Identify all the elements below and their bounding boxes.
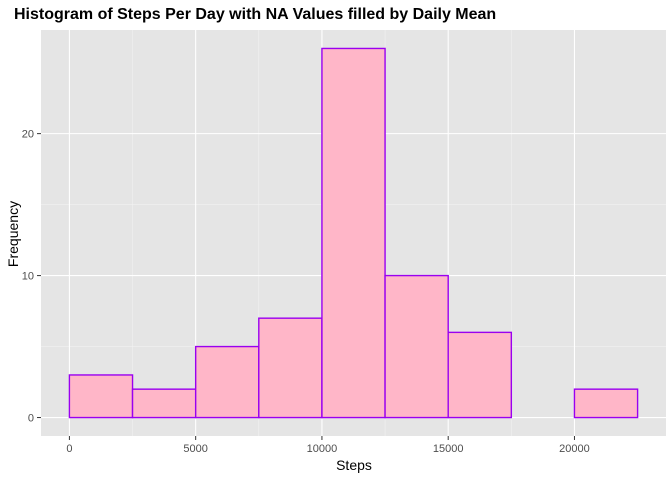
histogram-bar [573, 388, 639, 419]
x-tick-label: 0 [66, 443, 72, 455]
x-tick-label: 5000 [183, 443, 207, 455]
y-tick-label: 20 [22, 129, 34, 141]
x-tick-label: 10000 [307, 443, 338, 455]
bars [68, 47, 639, 419]
chart-title: Histogram of Steps Per Day with NA Value… [14, 6, 496, 23]
y-tick-label: 10 [22, 271, 34, 283]
histogram-bar [194, 345, 260, 419]
histogram-bar [384, 274, 449, 419]
y-axis: 0 10 20 [22, 129, 41, 425]
y-axis-title: Frequency [5, 201, 21, 267]
histogram-bar [447, 331, 513, 419]
histogram-bar [258, 317, 323, 419]
histogram-bar [68, 374, 134, 419]
histogram-bar [321, 47, 386, 419]
x-axis: 0 5000 10000 15000 20000 [66, 436, 590, 455]
histogram-bar [131, 388, 197, 419]
x-tick-label: 15000 [433, 443, 464, 455]
x-axis-title: Steps [336, 457, 372, 473]
x-tick-label: 20000 [559, 443, 590, 455]
y-tick-label: 0 [28, 413, 34, 425]
